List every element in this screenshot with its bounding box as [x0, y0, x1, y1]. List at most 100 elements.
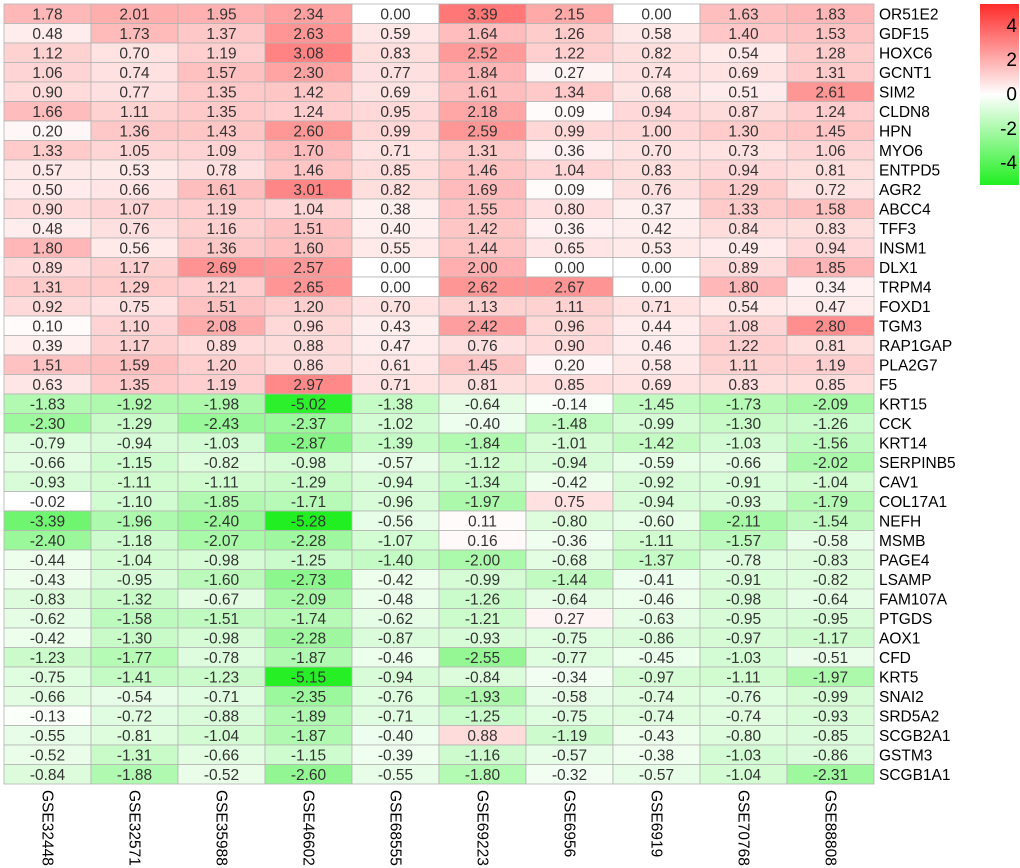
cell-value: 0.94	[728, 162, 759, 179]
cell-value: 0.44	[641, 318, 672, 335]
cell-value: 1.19	[206, 45, 236, 62]
row-label: SRD5A2	[879, 708, 939, 725]
cell-value: 1.06	[815, 143, 845, 160]
column-label: GSE88808	[822, 790, 839, 866]
cell-value: 1.34	[554, 84, 585, 101]
row-label: ABCC4	[879, 201, 931, 218]
cell-value: -0.40	[378, 728, 414, 745]
cell-value: 0.96	[554, 318, 584, 335]
cell-value: 0.40	[380, 221, 411, 238]
cell-value: 1.63	[728, 6, 758, 23]
cell-value: -1.92	[117, 396, 152, 413]
cell-value: -0.66	[30, 689, 65, 706]
cell-value: -1.87	[291, 728, 326, 745]
cell-value: 2.80	[815, 318, 846, 335]
cell-value: 0.76	[641, 182, 671, 199]
cell-value: -1.71	[291, 494, 326, 511]
cell-value: -0.67	[204, 591, 239, 608]
cell-value: -0.93	[465, 630, 500, 647]
cell-value: -0.76	[378, 689, 413, 706]
cell-value: -0.38	[639, 747, 674, 764]
cell-value: 0.71	[380, 377, 410, 394]
cell-value: -0.95	[813, 611, 848, 628]
cell-value: 0.89	[32, 260, 62, 277]
cell-value: -0.86	[813, 747, 848, 764]
cell-value: -0.85	[813, 728, 848, 745]
cell-value: -0.71	[204, 689, 239, 706]
cell-value: -0.95	[117, 572, 152, 589]
cell-value: 1.57	[206, 65, 236, 82]
cell-value: -0.64	[552, 591, 588, 608]
cell-value: 0.34	[815, 279, 846, 296]
cell-value: -1.80	[465, 767, 501, 784]
cell-value: 0.90	[554, 338, 585, 355]
cell-value: 1.29	[119, 279, 149, 296]
row-label: SCGB1A1	[879, 767, 951, 784]
cell-value: 0.09	[554, 182, 584, 199]
cell-value: 0.00	[380, 279, 411, 296]
cell-value: -0.55	[30, 728, 65, 745]
cell-value: 1.31	[815, 65, 845, 82]
cell-value: -1.04	[204, 728, 240, 745]
cell-value: -0.96	[378, 494, 413, 511]
cell-value: -1.26	[465, 591, 500, 608]
cell-value: 1.11	[120, 104, 149, 121]
cell-value: 1.00	[641, 123, 672, 140]
cell-value: -1.56	[813, 435, 848, 452]
cell-value: 0.75	[554, 494, 584, 511]
cell-value: 0.39	[32, 338, 62, 355]
cell-value: -1.58	[117, 611, 152, 628]
cell-value: -2.40	[30, 533, 66, 550]
column-label: GSE46602	[300, 790, 317, 866]
row-label: HOXC6	[879, 45, 932, 62]
cell-value: 0.47	[815, 299, 845, 316]
cell-value: 1.44	[467, 240, 498, 257]
cell-value: 1.95	[206, 6, 236, 23]
row-label: AOX1	[879, 630, 920, 647]
cell-value: -0.82	[813, 572, 848, 589]
cell-value: -1.87	[291, 650, 326, 667]
cell-value: -0.80	[552, 513, 588, 530]
cell-value: 0.70	[641, 143, 672, 160]
cell-value: -1.31	[117, 747, 152, 764]
cell-value: -0.59	[639, 455, 674, 472]
cell-value: 0.49	[728, 240, 758, 257]
cell-value: 0.00	[380, 260, 411, 277]
row-label: CFD	[879, 650, 911, 667]
cell-value: 0.94	[641, 104, 672, 121]
cell-value: 1.37	[206, 26, 236, 43]
cell-value: 0.58	[641, 357, 671, 374]
cell-value: -0.87	[378, 630, 413, 647]
cell-value: -0.74	[726, 708, 762, 725]
column-label: GSE6919	[648, 790, 665, 857]
row-label: GCNT1	[879, 65, 932, 82]
cell-value: 0.37	[641, 201, 671, 218]
cell-value: 1.35	[206, 104, 236, 121]
cell-value: -1.16	[465, 747, 500, 764]
cell-value: -0.63	[639, 611, 674, 628]
cell-value: -2.87	[291, 435, 326, 452]
column-label: GSE70768	[735, 790, 752, 866]
row-label: TGM3	[879, 318, 922, 335]
cell-value: -0.86	[639, 630, 674, 647]
cell-value: -0.45	[639, 650, 674, 667]
cell-value: 1.33	[32, 143, 62, 160]
colorbar-tick-label: 4	[1006, 16, 1017, 37]
cell-value: 0.74	[641, 65, 672, 82]
cell-value: 0.61	[380, 357, 410, 374]
row-label: SERPINB5	[879, 455, 956, 472]
cell-value: 1.28	[815, 45, 845, 62]
cell-value: 0.00	[380, 6, 411, 23]
cell-value: -1.30	[726, 416, 762, 433]
cell-value: 2.00	[467, 260, 498, 277]
row-label: CCK	[879, 416, 912, 433]
cell-value: 1.09	[206, 143, 236, 160]
cell-value: 1.08	[728, 318, 758, 335]
cell-value: 1.10	[119, 318, 150, 335]
cell-value: 0.27	[554, 611, 584, 628]
cell-value: -1.03	[726, 435, 761, 452]
cell-value: 2.42	[467, 318, 497, 335]
cell-value: 1.66	[32, 104, 62, 121]
cell-value: 1.22	[554, 45, 584, 62]
cell-value: -0.57	[639, 767, 674, 784]
